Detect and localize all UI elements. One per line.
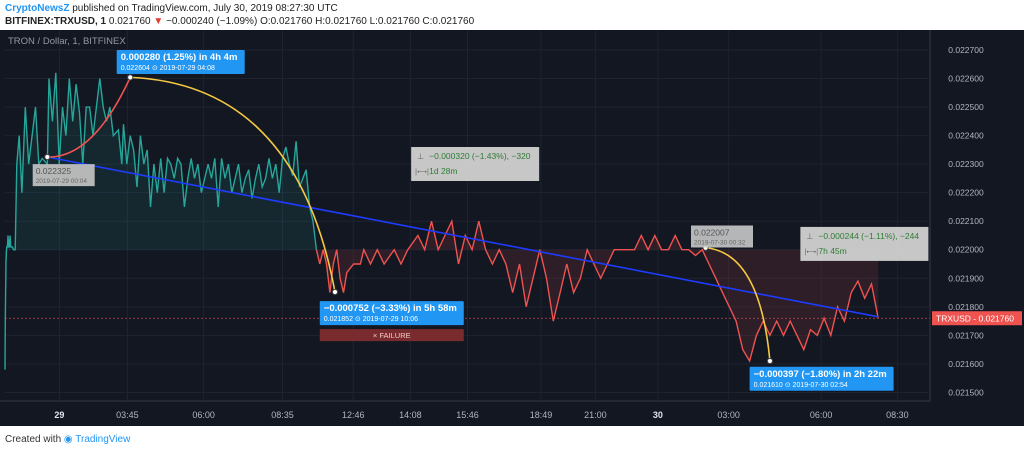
point-label-value: 0.022325	[36, 166, 72, 176]
symbol: BITFINEX:TRXUSD, 1	[5, 16, 107, 27]
series-area-0	[5, 72, 317, 370]
measure-price-icon: ⊥	[417, 152, 424, 161]
tradingview-logo-icon: ◉	[63, 434, 73, 445]
drop-arc-1	[130, 76, 336, 293]
point-marker	[331, 288, 339, 296]
annotation-box	[116, 49, 245, 74]
price-chart[interactable]: TRON / Dollar, 1, BITFINEX 0.022700 0.022…	[0, 30, 1024, 426]
measure-price-icon: ⊥	[806, 232, 813, 241]
annotation-label: −0.000397 (−1.80%) in 2h 22m	[754, 369, 887, 380]
y-tick-label: 0.021900	[948, 273, 984, 283]
x-tick-label: 29	[54, 410, 64, 420]
footer: Created with ◉ TradingView	[0, 426, 1024, 452]
trend-line	[47, 156, 879, 318]
measure-box	[800, 226, 929, 261]
x-tick-label: 15:46	[456, 410, 479, 420]
point-label-time: 2019-07-29 00:04	[36, 178, 88, 185]
published-text: published on TradingView.com, July 30, 2…	[72, 3, 338, 14]
point-label-value: 0.022007	[694, 227, 730, 237]
measure-time-icon: |⟷|	[804, 249, 818, 256]
y-tick-label: 0.022300	[948, 159, 984, 169]
y-tick-label: 0.021600	[948, 359, 984, 369]
last-price: 0.021760	[108, 16, 151, 27]
point-marker	[766, 357, 774, 365]
x-tick-label: 06:00	[810, 410, 833, 420]
symbol-line: BITFINEX:TRXUSD, 1 0.021760 ▼ −0.000240 …	[5, 16, 474, 27]
annotation-sub: 0.022604 ⊙ 2019-07-29 04:08	[121, 65, 215, 72]
point-marker	[44, 153, 51, 161]
price-axis	[930, 30, 1024, 426]
x-tick-label: 18:49	[530, 410, 553, 420]
rise-arc	[47, 77, 131, 158]
publisher-name[interactable]: CryptoNewsZ	[5, 3, 70, 14]
point-label-box	[691, 225, 753, 248]
chart-area[interactable]: TRON / Dollar, 1, BITFINEX 0.022700 0.022…	[0, 30, 1024, 426]
y-tick-label: 0.022200	[948, 188, 984, 198]
point-label-time: 2019-07-30 00:32	[694, 239, 746, 246]
measure-box-line2: 1d 28m	[429, 166, 457, 176]
measure-box	[411, 147, 540, 182]
price-change: −0.000240 (−1.09%)	[166, 16, 258, 27]
y-tick-label: 0.022100	[948, 216, 984, 226]
y-tick-label: 0.022500	[948, 102, 984, 112]
y-tick-label: 0.022400	[948, 131, 984, 141]
ohlc-values: O:0.021760 H:0.021760 L:0.021760 C:0.021…	[260, 16, 475, 27]
price-axis-badge	[932, 311, 1022, 326]
x-tick-label: 30	[653, 410, 663, 420]
price-axis-badge-label: TRXUSD - 0.021760	[936, 314, 1014, 324]
annotation-label: 0.000280 (1.25%) in 4h 4m	[121, 52, 238, 63]
x-tick-label: 03:00	[717, 410, 740, 420]
drop-arc-2	[705, 246, 771, 362]
annotation-sub: 0.021610 ⊙ 2019-07-30 02:54	[754, 382, 848, 389]
x-tick-label: 03:45	[116, 410, 139, 420]
change-arrow-icon: ▼	[153, 16, 164, 27]
x-tick-label: 14:08	[399, 410, 422, 420]
series-line-1	[315, 218, 879, 363]
chart-header: CryptoNewsZ published on TradingView.com…	[0, 0, 1024, 30]
measure-box-line1: −0.000320 (−1.43%), −320	[429, 151, 531, 161]
x-tick-label: 08:35	[271, 410, 294, 420]
y-tick-label: 0.022000	[948, 245, 984, 255]
x-tick-label: 06:00	[192, 410, 215, 420]
created-with-label: Created with	[5, 434, 62, 445]
tradingview-brand[interactable]: TradingView	[75, 434, 131, 445]
publish-line: CryptoNewsZ published on TradingView.com…	[5, 3, 338, 14]
x-tick-label: 12:46	[342, 410, 365, 420]
annotation-box	[749, 366, 894, 391]
annotation-label: −0.000752 (−3.33%) in 5h 58m	[324, 303, 457, 314]
y-tick-label: 0.021800	[948, 302, 984, 312]
measure-box-line1: −0.000244 (−1.11%), −244	[818, 231, 919, 241]
failure-label: × FAILURE	[373, 331, 411, 340]
annotation-sub: 0.021852 ⊙ 2019-07-29 10:06	[324, 316, 418, 323]
point-label-box	[32, 164, 95, 187]
measure-box-line2: 7h 45m	[818, 246, 846, 256]
y-tick-label: 0.022700	[948, 45, 984, 55]
y-tick-label: 0.022600	[948, 74, 984, 84]
failure-tag	[319, 329, 464, 342]
measure-time-icon: |⟷|	[415, 169, 429, 176]
x-tick-label: 08:30	[886, 410, 909, 420]
created-with: Created with ◉ TradingView	[5, 434, 130, 445]
y-tick-label: 0.021500	[948, 387, 984, 397]
x-tick-label: 21:00	[584, 410, 607, 420]
y-tick-label: 0.021700	[948, 330, 984, 340]
annotation-box	[319, 301, 464, 326]
point-marker	[127, 74, 134, 81]
series-line-0	[4, 72, 318, 370]
chart-title: TRON / Dollar, 1, BITFINEX	[8, 36, 126, 47]
